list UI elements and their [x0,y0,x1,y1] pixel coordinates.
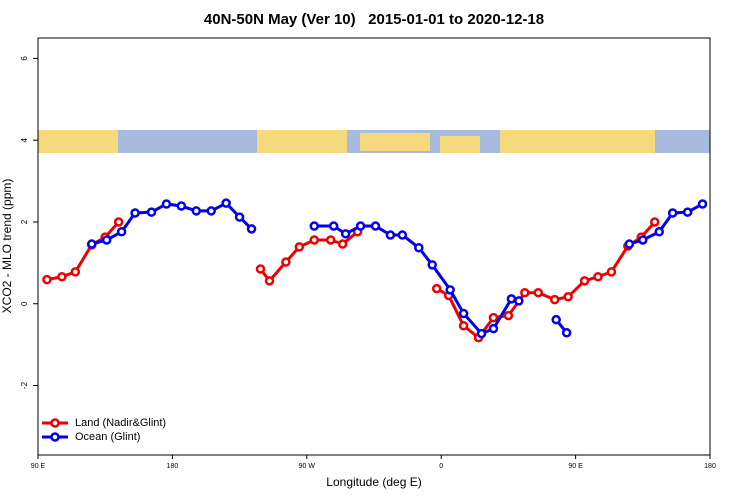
point [328,221,339,231]
x-tick-label: 90 E [568,463,583,470]
point [355,221,366,231]
point [255,264,266,274]
point [370,221,381,231]
point [488,323,499,334]
point [579,276,590,286]
y-tick-label: 4 [20,137,29,142]
point [606,267,617,277]
point [309,221,320,231]
chart-title: 40N-50N May (Ver 10) 2015-01-01 to 2020-… [204,11,544,28]
legend-marker [50,418,60,428]
point [624,239,635,249]
point [431,283,442,294]
x-tick-label: 180 [704,463,716,470]
point [638,235,648,245]
point [281,257,291,267]
point [551,314,561,325]
point [161,199,172,209]
point [561,328,572,338]
point [649,217,660,227]
point [264,276,275,286]
point [506,294,517,304]
point [682,207,693,217]
point [414,242,424,253]
point [514,296,524,306]
point [234,212,245,222]
point [101,235,112,245]
point [130,208,140,218]
point [325,235,336,245]
point [427,260,437,270]
y-axis-label: XCO2 - MLO trend (ppm) [0,179,14,314]
point [488,312,499,323]
legend-marker [50,432,60,442]
point [309,235,320,245]
point [503,310,514,321]
x-tick-label: 0 [439,463,443,470]
point [385,230,396,240]
point [221,198,231,208]
point [667,208,678,218]
series-line [46,220,656,340]
legend-label: Ocean (Glint) [75,431,140,443]
point [206,206,216,216]
point [191,206,202,216]
point [593,272,603,282]
point [563,292,573,302]
point [113,217,124,227]
x-tick-label: 90 E [31,463,46,470]
point [458,308,469,319]
point [397,230,408,240]
point [697,199,708,209]
y-tick-label: 2 [20,219,29,224]
point [476,328,487,339]
point [116,227,127,237]
x-tick-label: 90 W [299,463,316,470]
point [294,242,305,252]
x-tick-label: 180 [167,463,179,470]
point [533,287,544,298]
point [146,207,157,217]
point [246,224,257,234]
point [337,239,348,249]
plot-frame [37,37,711,456]
point [340,229,351,239]
point [445,285,455,295]
y-tick-label: 0 [20,301,29,306]
point [87,239,97,249]
y-tick-label: 6 [20,56,29,61]
map-strip [38,130,710,153]
point [176,201,187,211]
point [42,274,52,285]
point [70,267,81,277]
point [520,287,530,298]
point [654,227,664,237]
y-tick-label: -2 [20,381,29,389]
point [57,272,67,282]
legend-label: Land (Nadir&Glint) [75,417,166,429]
point [458,321,469,331]
x-axis-label: Longitude (deg E) [326,475,421,489]
point [549,294,560,305]
